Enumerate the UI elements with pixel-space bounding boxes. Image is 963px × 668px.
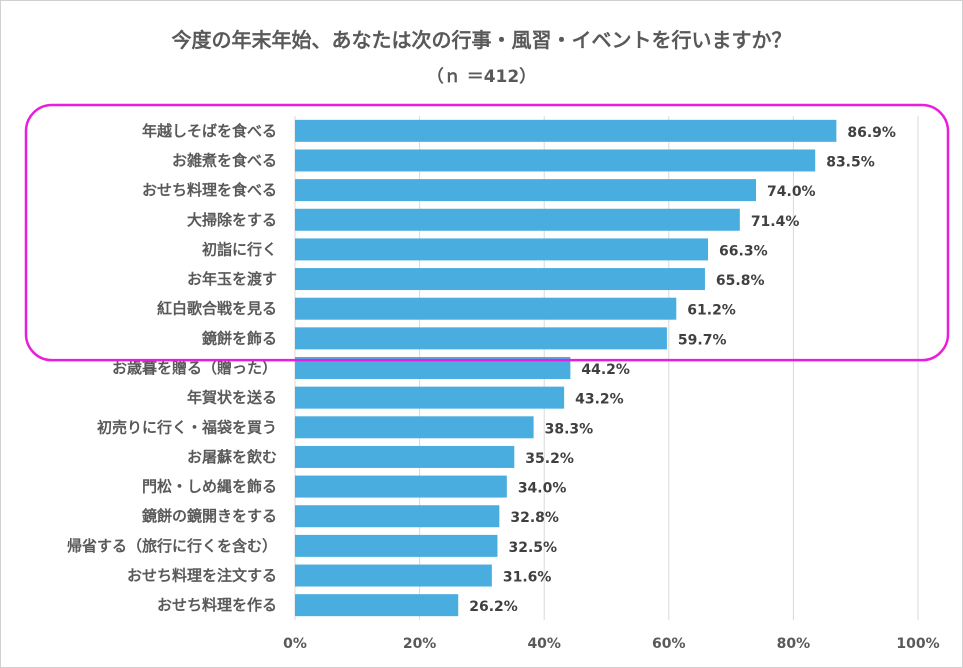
value-label: 66.3%	[719, 243, 768, 259]
highlight-box	[24, 103, 950, 362]
category-label: お年玉を渡す	[187, 270, 277, 288]
bar	[295, 179, 757, 202]
chart-title: 今度の年末年始、あなたは次の行事・風習・イベントを行いますか？	[171, 28, 792, 52]
bar	[295, 119, 837, 142]
bar	[295, 416, 534, 439]
category-label: 年越しそばを食べる	[142, 122, 277, 140]
category-label: 大掃除をする	[187, 211, 277, 229]
category-label: お雑煮を食べる	[172, 151, 277, 169]
bar	[295, 208, 740, 231]
value-label: 83.5%	[826, 154, 875, 170]
bar	[295, 594, 459, 617]
x-tick-label: 80%	[777, 636, 811, 652]
bar	[295, 505, 500, 528]
x-tick-label: 20%	[403, 636, 437, 652]
value-label: 59.7%	[678, 332, 727, 348]
bar	[295, 475, 507, 498]
bar	[295, 149, 816, 172]
bar	[295, 534, 498, 557]
value-label: 44.2%	[581, 362, 630, 378]
value-label: 71.4%	[751, 214, 800, 230]
value-label: 74.0%	[767, 184, 816, 200]
category-label: お歳暮を贈る（贈った）	[112, 359, 277, 377]
category-label: お屠蘇を飲む	[187, 448, 277, 466]
value-label: 35.2%	[525, 451, 574, 467]
category-label: おせち料理を注文する	[127, 567, 277, 585]
value-label: 86.9%	[847, 125, 896, 141]
value-label: 32.8%	[510, 510, 559, 526]
x-tick-label: 60%	[652, 636, 686, 652]
bar	[295, 238, 709, 261]
category-label: 年賀状を送る	[187, 389, 277, 407]
chart-subtitle: （ｎ ＝412）	[426, 67, 537, 87]
x-tick-label: 40%	[527, 636, 561, 652]
category-label: 門松・しめ縄を飾る	[142, 478, 277, 496]
value-label: 34.0%	[518, 481, 567, 497]
value-label: 26.2%	[469, 599, 518, 615]
bar	[295, 386, 565, 409]
x-tick-label: 100%	[896, 636, 939, 652]
value-label: 65.8%	[716, 273, 765, 289]
bar	[295, 564, 492, 587]
value-label: 38.3%	[545, 421, 594, 437]
category-label: 紅白歌合戦を見る	[157, 300, 277, 318]
category-label: 鏡餅の鏡開きをする	[142, 507, 277, 525]
bar	[295, 297, 677, 320]
value-label: 32.5%	[508, 540, 557, 556]
bar	[295, 357, 571, 379]
value-label: 31.6%	[503, 570, 552, 586]
value-label: 43.2%	[575, 392, 624, 408]
bar	[295, 327, 667, 350]
category-label: 初詣に行く	[202, 240, 277, 258]
bar	[295, 445, 515, 468]
category-label: 鏡餅を飾る	[202, 329, 277, 347]
category-label: おせち料理を作る	[157, 596, 277, 614]
x-tick-label: 0%	[283, 636, 307, 652]
category-label: 帰省する（旅行に行くを含む）	[67, 537, 277, 555]
value-label: 61.2%	[687, 303, 736, 319]
bar	[295, 268, 705, 291]
category-label: おせち料理を食べる	[142, 181, 277, 199]
category-label: 初売りに行く・福袋を買う	[97, 418, 277, 436]
